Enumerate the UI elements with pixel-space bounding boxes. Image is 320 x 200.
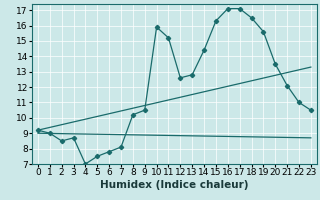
X-axis label: Humidex (Indice chaleur): Humidex (Indice chaleur) (100, 180, 249, 190)
